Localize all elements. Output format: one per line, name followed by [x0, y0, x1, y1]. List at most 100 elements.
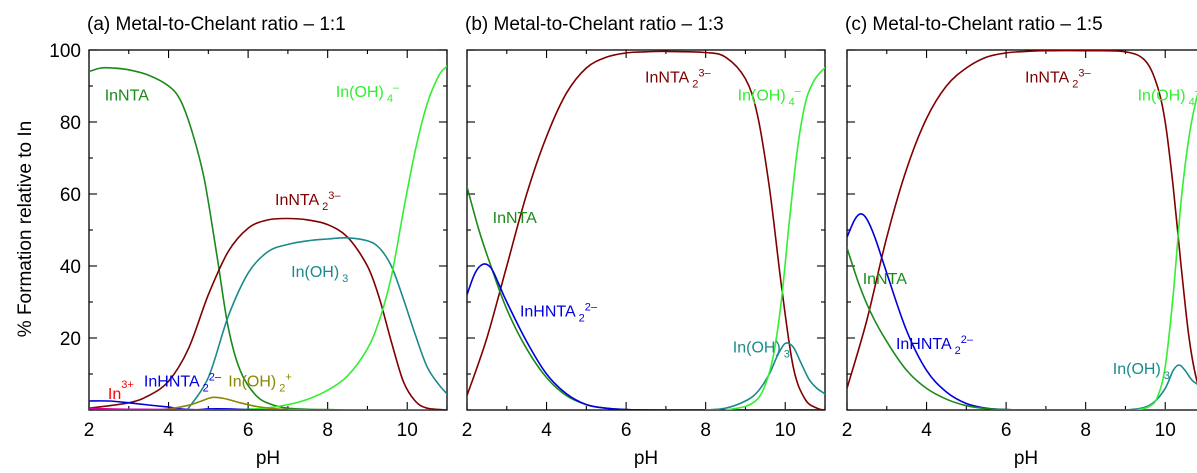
x-tick-label: 4	[163, 420, 174, 441]
series-label-part: 2	[692, 78, 698, 90]
series-label-part: 3+	[121, 379, 134, 391]
series-label-part: 3	[1164, 370, 1170, 382]
series-label-part: –	[795, 85, 802, 97]
series-label-innta: InNTA	[493, 210, 537, 227]
series-label-part: In(OH)	[738, 87, 786, 104]
series-label-part: 4	[387, 93, 393, 105]
series-label-innta: InNTA 23–	[645, 67, 711, 90]
series-label-part: –	[1195, 85, 1197, 97]
x-tick-label: 6	[1001, 420, 1012, 441]
series-label-part: InNTA	[863, 271, 907, 288]
series-label-part: In(OH)	[291, 264, 339, 281]
series-label-part: 2–	[585, 301, 598, 313]
series-label-part: 2	[1072, 78, 1078, 90]
series-label-part: 2	[579, 312, 585, 324]
series-label-in-oh: In(OH) 3	[1113, 361, 1170, 382]
series-label-innta: InNTA 23–	[1025, 67, 1091, 90]
series-label-part: –	[393, 82, 400, 94]
series-label-part: In	[108, 386, 121, 403]
series-line-in-oh	[1124, 364, 1197, 410]
series-label-part: In(OH)	[336, 84, 384, 101]
x-tick-label: 6	[243, 420, 254, 441]
chart-title: (a) Metal-to-Chelant ratio – 1:1	[87, 14, 346, 35]
chart-panel-1: (a) Metal-to-Chelant ratio – 1:1 2 4 6 8 10 20…	[49, 14, 448, 469]
series-line-innta	[89, 66, 447, 410]
series-label-part: In(OH)	[1113, 361, 1161, 378]
series-line-in-oh	[187, 237, 447, 409]
chart-panel-2: (b) Metal-to-Chelant ratio – 1:3 2 4 6 8 10 pH…	[462, 14, 826, 469]
series-label-part: 2–	[961, 334, 974, 346]
x-tick-label: 8	[700, 420, 711, 441]
y-tick-label: 60	[60, 185, 81, 206]
series-label-part: +	[285, 372, 291, 384]
chart-panels: (a) Metal-to-Chelant ratio – 1:1 2 4 6 8 10 20…	[49, 14, 1197, 469]
series-group	[467, 50, 825, 410]
series-label-innta: InNTA	[105, 87, 149, 104]
x-tick-label: 4	[921, 420, 932, 441]
x-tick-label: 2	[842, 420, 853, 441]
x-tick-label: 2	[462, 420, 473, 441]
chart-title: (b) Metal-to-Chelant ratio – 1:3	[465, 14, 724, 35]
series-label-part: InNTA	[645, 69, 689, 86]
chart-panel-3: (c) Metal-to-Chelant ratio – 1:5 2 4 6 8 10 pH…	[842, 14, 1197, 469]
x-tick-label: 2	[84, 420, 95, 441]
x-axis-label: pH	[256, 448, 280, 469]
x-tick-label: 10	[1155, 420, 1176, 441]
series-label-part: 4	[789, 96, 795, 108]
series-label-part: InHNTA	[896, 336, 952, 353]
y-tick-label: 100	[49, 41, 81, 62]
series-label-in-oh: In(OH)4–	[1138, 85, 1197, 108]
series-label-part: InNTA	[275, 192, 319, 209]
x-axis-label: pH	[634, 448, 658, 469]
series-label-innta: InNTA	[863, 271, 907, 288]
y-tick-label: 20	[60, 329, 81, 350]
series-label-part: 3–	[698, 67, 711, 79]
figure-ylabel: % Formation relative to In	[15, 121, 36, 337]
series-label-in-oh: In(OH) 2+	[228, 372, 292, 395]
series-label-part: InNTA	[1025, 69, 1069, 86]
series-label-part: In(OH)	[228, 374, 276, 391]
series-label-part: InHNTA	[520, 303, 576, 320]
series-group	[847, 50, 1197, 410]
series-label-inhnta: InHNTA 22–	[144, 372, 222, 395]
series-label-part: 3	[784, 348, 790, 360]
series-label-part: 3–	[328, 190, 341, 202]
chart-title: (c) Metal-to-Chelant ratio – 1:5	[845, 14, 1103, 35]
series-label-part: 2	[322, 201, 328, 213]
x-tick-label: 10	[397, 420, 418, 441]
series-line-in-oh	[704, 342, 825, 410]
series-line-innta	[467, 50, 825, 410]
x-axis-label: pH	[1014, 448, 1038, 469]
x-tick-label: 6	[621, 420, 632, 441]
series-label-innta: InNTA 23–	[275, 190, 341, 213]
series-label-part: 4	[1189, 96, 1195, 108]
series-line-in-oh	[724, 67, 825, 410]
series-line-innta	[847, 247, 1197, 410]
series-label-in-oh: In(OH)4–	[336, 82, 400, 105]
y-tick-label: 80	[60, 113, 81, 134]
series-line-inhnta	[847, 213, 1197, 410]
series-label-part: 2	[279, 383, 285, 395]
series-label-in-oh: In(OH) 3	[733, 339, 790, 360]
series-label-part: 2	[955, 345, 961, 357]
series-label-in-oh: In(OH)4–	[738, 85, 802, 108]
series-label-part: In(OH)	[1138, 87, 1186, 104]
series-label-part: 3–	[1078, 67, 1091, 79]
series-line-in-oh	[227, 65, 447, 410]
x-tick-label: 8	[1080, 420, 1091, 441]
y-tick-label: 40	[60, 257, 81, 278]
series-label-inhnta: InHNTA 22–	[896, 334, 974, 357]
x-tick-label: 4	[541, 420, 552, 441]
series-label-part: InNTA	[493, 210, 537, 227]
series-line-innta	[847, 50, 1197, 390]
series-label-part: InHNTA	[144, 374, 200, 391]
series-line-in-oh	[1136, 93, 1197, 410]
series-line-inhnta	[467, 263, 825, 410]
x-tick-label: 8	[322, 420, 333, 441]
series-label-part: In(OH)	[733, 339, 781, 356]
series-line-unnamed	[89, 408, 289, 410]
series-line-innta	[89, 217, 447, 410]
series-label-part: InNTA	[105, 87, 149, 104]
series-group	[89, 65, 447, 410]
